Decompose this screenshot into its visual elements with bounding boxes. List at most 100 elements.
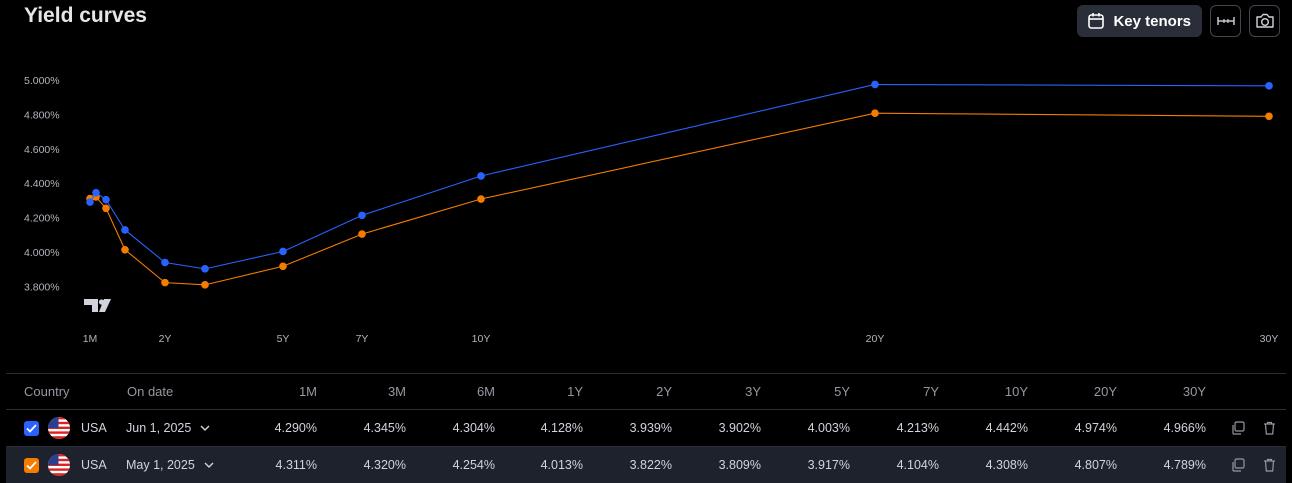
series-line bbox=[89, 83, 1270, 270]
y-tick-label: 4.200% bbox=[24, 213, 60, 225]
tenor-header: 20Y bbox=[1093, 384, 1117, 399]
yield-value: 4.290% bbox=[274, 421, 317, 435]
x-tick-label: 20Y bbox=[866, 333, 885, 345]
data-point[interactable] bbox=[161, 278, 169, 287]
x-tick-label: 10Y bbox=[472, 333, 491, 345]
screenshot-button[interactable] bbox=[1249, 5, 1280, 37]
yield-value: 4.974% bbox=[1074, 421, 1117, 435]
y-tick-label: 4.400% bbox=[24, 178, 60, 190]
delete-button[interactable] bbox=[1263, 410, 1276, 446]
x-tick-label: 2Y bbox=[159, 333, 172, 345]
page-title: Yield curves bbox=[24, 4, 147, 27]
data-point[interactable] bbox=[161, 258, 169, 267]
country-name: USA bbox=[81, 458, 107, 472]
yield-value: 4.213% bbox=[896, 421, 939, 435]
y-tick-label: 3.800% bbox=[24, 281, 60, 293]
check-icon bbox=[26, 423, 37, 433]
data-point[interactable] bbox=[86, 198, 94, 206]
data-point[interactable] bbox=[102, 204, 110, 213]
data-point[interactable] bbox=[358, 211, 366, 220]
chevron-down-icon bbox=[204, 462, 214, 468]
data-point[interactable] bbox=[871, 109, 879, 117]
date-value: Jun 1, 2025 bbox=[126, 421, 192, 435]
data-point[interactable] bbox=[358, 230, 366, 238]
data-point[interactable] bbox=[201, 281, 209, 289]
on-date-header: On date bbox=[127, 384, 174, 399]
date-selector[interactable]: May 1, 2025 bbox=[126, 447, 214, 483]
yield-value: 4.104% bbox=[896, 458, 939, 472]
yield-value: 4.442% bbox=[985, 421, 1028, 435]
yield-curve-chart[interactable]: 5.000% 4.800% 4.600% 4.400% 4.200% 4.000% 3.80… bbox=[0, 0, 1292, 360]
y-axis: 5.000% 4.800% 4.600% 4.400% 4.200% 4.000% 3.80… bbox=[24, 75, 60, 293]
us-flag-icon bbox=[48, 454, 70, 476]
yield-value: 4.966% bbox=[1163, 421, 1206, 435]
data-point[interactable] bbox=[871, 80, 879, 89]
yield-value: 4.304% bbox=[452, 421, 495, 435]
yield-value: 3.939% bbox=[629, 421, 672, 435]
x-axis: 1M 2Y 5Y 7Y 10Y 20Y 30Y bbox=[83, 333, 1279, 345]
duplicate-button[interactable] bbox=[1231, 410, 1245, 446]
range-button[interactable] bbox=[1210, 5, 1241, 37]
country-header: Country bbox=[24, 384, 70, 399]
yield-table: Country On date 1M 3M 6M 1Y 2Y 3Y 5Y 7Y 10Y 20Y 30… bbox=[6, 373, 1286, 483]
camera-icon bbox=[1255, 13, 1274, 28]
yield-value: 3.917% bbox=[807, 458, 850, 472]
x-tick-label: 30Y bbox=[1260, 333, 1279, 345]
x-tick-label: 1M bbox=[83, 333, 98, 345]
key-tenors-label: Key tenors bbox=[1113, 12, 1191, 30]
yield-value: 3.822% bbox=[629, 458, 672, 472]
data-point[interactable] bbox=[279, 262, 287, 271]
us-flag-icon bbox=[48, 417, 70, 439]
x-tick-label: 5Y bbox=[277, 333, 290, 345]
yield-value: 4.128% bbox=[540, 421, 583, 435]
data-point[interactable] bbox=[102, 195, 110, 204]
table-row: USA May 1, 2025 4.311% 4.320% 4.254% 4.013%… bbox=[6, 446, 1286, 483]
yield-value: 4.807% bbox=[1074, 458, 1117, 472]
date-value: May 1, 2025 bbox=[126, 458, 195, 472]
chevron-down-icon bbox=[200, 425, 210, 431]
y-tick-label: 5.000% bbox=[24, 75, 60, 87]
data-point[interactable] bbox=[201, 265, 209, 273]
tenor-header: 6M bbox=[476, 384, 495, 399]
series-line bbox=[89, 112, 1270, 286]
yield-value: 3.809% bbox=[718, 458, 761, 472]
duplicate-button[interactable] bbox=[1231, 447, 1245, 483]
x-tick-label: 7Y bbox=[356, 333, 369, 345]
tenor-header: 1M bbox=[298, 384, 317, 399]
data-point[interactable] bbox=[121, 245, 129, 254]
yield-value: 3.902% bbox=[718, 421, 761, 435]
tenor-header: 2Y bbox=[656, 384, 672, 399]
date-selector[interactable]: Jun 1, 2025 bbox=[126, 410, 210, 446]
row-checkbox[interactable] bbox=[24, 420, 39, 436]
delete-button[interactable] bbox=[1263, 447, 1276, 483]
tenor-header: 1Y bbox=[567, 384, 583, 399]
data-point[interactable] bbox=[121, 226, 129, 234]
trash-icon bbox=[1264, 421, 1275, 435]
data-point[interactable] bbox=[477, 195, 485, 203]
tradingview-logo bbox=[84, 299, 111, 312]
yield-value: 4.789% bbox=[1163, 458, 1206, 472]
data-point[interactable] bbox=[279, 247, 287, 256]
y-tick-label: 4.600% bbox=[24, 144, 60, 156]
yield-value: 4.003% bbox=[807, 421, 850, 435]
copy-icon bbox=[1232, 458, 1245, 472]
data-point[interactable] bbox=[1265, 82, 1273, 90]
data-point[interactable] bbox=[477, 172, 485, 180]
range-icon bbox=[1216, 17, 1235, 25]
trash-icon bbox=[1264, 458, 1275, 472]
country-name: USA bbox=[81, 421, 107, 435]
tenor-header: 5Y bbox=[834, 384, 850, 399]
chart-series bbox=[86, 80, 1273, 289]
key-tenors-button[interactable]: Key tenors bbox=[1077, 5, 1202, 37]
tenor-header: 10Y bbox=[1004, 384, 1028, 399]
tenor-header: 3Y bbox=[745, 384, 761, 399]
yield-value: 4.254% bbox=[452, 458, 495, 472]
y-tick-label: 4.800% bbox=[24, 109, 60, 121]
series-line-group bbox=[86, 109, 1273, 289]
row-checkbox[interactable] bbox=[24, 457, 39, 473]
copy-icon bbox=[1232, 421, 1245, 435]
calendar-icon bbox=[1088, 13, 1105, 29]
chart-toolbar: Key tenors bbox=[1077, 5, 1280, 37]
data-point[interactable] bbox=[1265, 112, 1273, 121]
data-point[interactable] bbox=[92, 188, 100, 197]
